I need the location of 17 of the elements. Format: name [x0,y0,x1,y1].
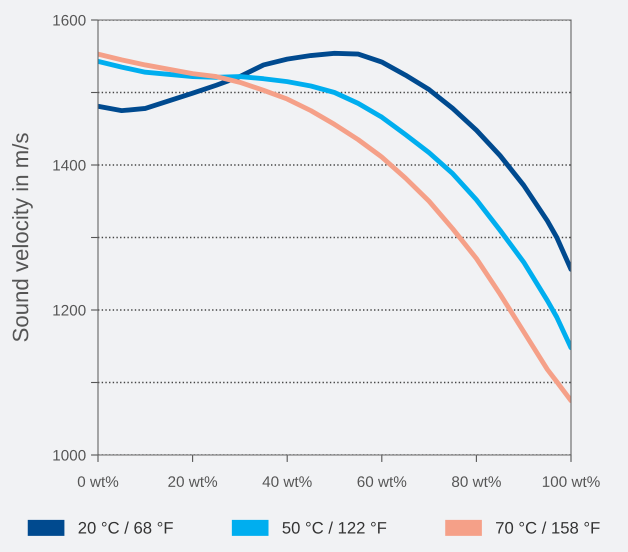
legend-label: 50 °C / 122 °F [282,521,386,534]
x-tick-label: 40 wt% [262,476,312,488]
line-series [98,52,571,404]
line-series [98,50,571,272]
y-axis-title: Sound velocity in m/s [12,133,33,342]
y-tick-label: 1400 [53,160,86,171]
legend-label: 20 °C / 68 °F [78,521,173,534]
x-tick-label: 100 wt% [542,476,600,488]
y-tick-label: 1000 [53,450,86,461]
x-tick-label: 20 wt% [168,476,218,488]
line-series [98,58,571,350]
y-tick-label: 1600 [53,14,86,26]
legend-label: 70 °C / 158 °F [496,521,600,534]
x-tick-label: 80 wt% [452,476,501,488]
y-tick-label: 1200 [53,304,86,316]
x-tick-label: 0 wt% [78,476,118,488]
x-tick-label: 60 wt% [358,476,406,488]
